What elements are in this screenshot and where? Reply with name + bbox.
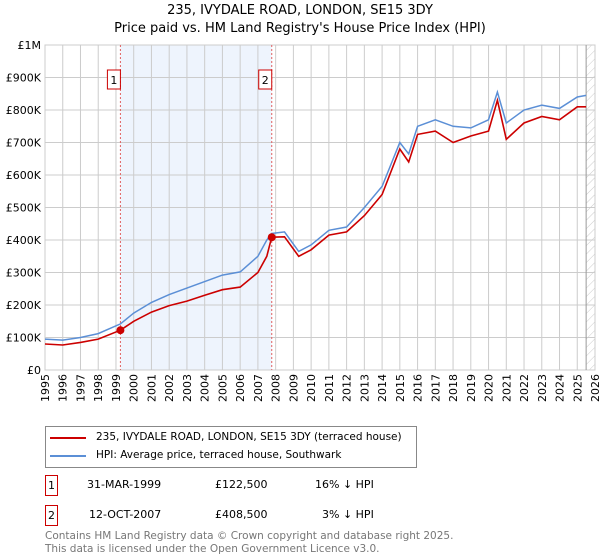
x-tick-label: 2002 (163, 374, 176, 402)
sale-row: 2 12-OCT-2007 £408,500 3% ↓ HPI (45, 505, 545, 526)
footer-line: This data is licensed under the Open Gov… (45, 542, 380, 555)
x-tick-label: 2018 (447, 374, 460, 402)
plot-border (44, 44, 596, 371)
x-tick-label: 2004 (199, 374, 212, 402)
x-tick-label: 2020 (483, 374, 496, 402)
legend-swatch-property (50, 436, 86, 439)
sale-delta: 16% ↓ HPI (315, 478, 374, 491)
chart-title: 235, IVYDALE ROAD, LONDON, SE15 3DY (167, 3, 433, 18)
x-tick-label: 2017 (429, 374, 442, 402)
sale-annotation-box (106, 69, 121, 90)
x-tick-label: 2010 (305, 374, 318, 402)
x-tick-label: 2025 (571, 374, 584, 402)
y-tick-label: £500K (6, 202, 42, 215)
x-tick-label: 2016 (412, 374, 425, 402)
y-tick-label: £400K (6, 234, 42, 247)
sale-price: £408,500 (215, 508, 268, 521)
x-tick-label: 2023 (536, 374, 549, 402)
x-tick-label: 1997 (74, 374, 87, 402)
y-tick-label: £900K (6, 72, 42, 85)
sale-marker: 1 (45, 475, 58, 496)
legend-swatch-hpi (50, 454, 86, 457)
hpi-line (44, 89, 587, 341)
sale-annotation-label: 2 (262, 74, 269, 87)
sale-annotation-label: 1 (110, 74, 117, 87)
x-tick-label: 2012 (341, 374, 354, 402)
y-tick-label: £100K (6, 332, 42, 345)
sale-point (116, 326, 125, 335)
footer: Contains HM Land Registry data © Crown c… (45, 530, 453, 555)
y-tick-label: £600K (6, 169, 42, 182)
x-tick-label: 2014 (376, 374, 389, 402)
legend: 235, IVYDALE ROAD, LONDON, SE15 3DY (ter… (45, 426, 417, 468)
sale-point (267, 233, 276, 242)
legend-property: 235, IVYDALE ROAD, LONDON, SE15 3DY (ter… (96, 431, 402, 443)
x-tick-label: 2008 (270, 374, 283, 402)
y-tick-label: £200K (6, 299, 42, 312)
x-tick-label: 2009 (287, 374, 300, 402)
sale-delta: 3% ↓ HPI (322, 508, 374, 521)
x-tick-label: 2024 (554, 374, 567, 402)
x-tick-label: 2011 (323, 374, 336, 402)
x-tick-label: 2021 (500, 374, 513, 402)
x-tick-label: 2003 (181, 374, 194, 402)
y-tick-label: £700K (6, 137, 42, 150)
x-tick-label: 1996 (57, 374, 70, 402)
x-tick-label: 1995 (39, 374, 52, 402)
x-tick-label: 2022 (518, 374, 531, 402)
y-tick-label: £1M (18, 39, 42, 52)
x-tick-label: 2006 (234, 374, 247, 402)
x-tick-label: 2000 (128, 374, 141, 402)
x-tick-label: 2007 (252, 374, 265, 402)
x-tick-label: 2019 (465, 374, 478, 402)
x-tick-label: 2001 (145, 374, 158, 402)
sale-date: 12-OCT-2007 (89, 508, 162, 521)
y-tick-label: £300K (6, 267, 42, 280)
sale-marker: 2 (45, 505, 58, 526)
y-tick-label: £800K (6, 104, 42, 117)
x-tick-label: 2015 (394, 374, 407, 402)
plot-area: 1995 1996 1997 1998 1999 2000 2001 2002 2003 2004… (6, 39, 600, 402)
x-tick-label: 2026 (589, 374, 600, 402)
footer-line: Contains HM Land Registry data © Crown c… (45, 530, 454, 542)
sale-date: 31-MAR-1999 (87, 478, 162, 491)
sale-price: £122,500 (215, 478, 268, 491)
y-tick-label: £0 (27, 364, 41, 377)
legend-hpi: HPI: Average price, terraced house, Sout… (96, 449, 342, 461)
sale-annotation-box (258, 69, 273, 90)
sale-row: 1 31-MAR-1999 £122,500 16% ↓ HPI (45, 475, 545, 496)
x-tick-label: 2013 (358, 374, 371, 402)
x-tick-label: 1998 (92, 374, 105, 402)
x-tick-label: 1999 (110, 374, 123, 402)
property-line (44, 97, 587, 346)
chart-subtitle: Price paid vs. HM Land Registry's House … (114, 21, 486, 36)
x-tick-label: 2005 (216, 374, 229, 402)
